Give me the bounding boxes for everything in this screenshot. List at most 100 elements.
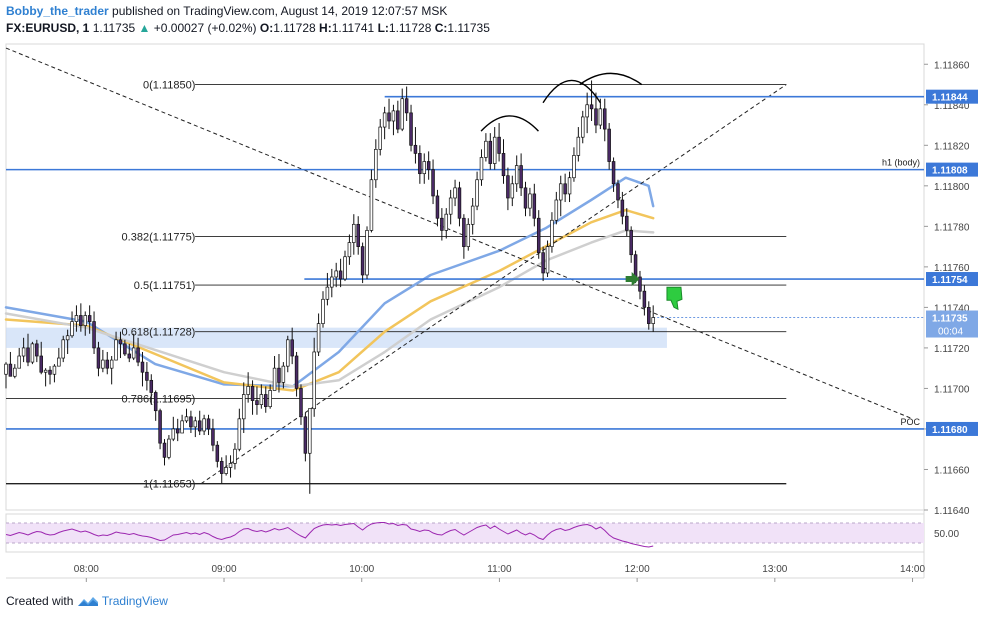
candle-body: [625, 215, 629, 231]
candle-body: [572, 155, 576, 179]
candle-body: [228, 463, 233, 468]
candle-body: [382, 112, 387, 128]
candle-body: [74, 315, 79, 322]
open-label: O:: [259, 21, 274, 35]
author-name[interactable]: Bobby_the_trader: [6, 4, 109, 18]
candle-body: [589, 104, 594, 110]
candle-body: [105, 359, 110, 369]
ohlc-high: H:1.11741: [319, 21, 374, 35]
candle-body: [413, 144, 418, 154]
candle-body: [352, 223, 356, 243]
fib-level-label: 0.618(1.11728): [122, 327, 196, 339]
candle-body: [426, 161, 431, 170]
candle-body: [294, 355, 299, 389]
candle-body: [440, 217, 444, 231]
candle-body: [48, 369, 52, 375]
candle-body: [70, 321, 74, 337]
candle-body: [466, 223, 471, 247]
time-tick-label: 08:00: [74, 564, 99, 575]
candle-body: [497, 136, 501, 154]
candle-body: [87, 315, 92, 322]
candle-body: [620, 199, 625, 217]
candle-body: [330, 276, 334, 288]
candle-body: [422, 161, 427, 175]
candle-body: [444, 213, 449, 231]
price-label-tag: [926, 162, 978, 177]
fib-level-label: 0.382(1.11775): [122, 231, 196, 243]
candle-body: [642, 290, 647, 308]
candle-body: [65, 335, 70, 341]
candle-body: [206, 418, 211, 430]
candle-body: [545, 246, 550, 274]
candle-body: [325, 286, 330, 300]
publish-info: published on TradingView.com, August 14,…: [112, 4, 448, 18]
candle-body: [519, 165, 523, 189]
candle-body: [281, 365, 286, 383]
candle-body: [13, 367, 17, 377]
candle-body: [607, 128, 611, 162]
rsi-axis-label: 50.00: [934, 529, 959, 540]
candle-body: [259, 394, 264, 405]
candle-body: [96, 347, 101, 369]
candle-body: [246, 386, 250, 395]
candle-body: [61, 339, 65, 359]
price-tick-label: 1.11660: [934, 465, 970, 476]
candle-body: [334, 270, 338, 278]
head-arc: [542, 79, 601, 104]
candle-body: [145, 371, 149, 381]
candle-body: [171, 428, 176, 440]
candle-body: [563, 183, 567, 195]
candle-body: [17, 355, 21, 369]
ma_slow-line: [4, 229, 655, 388]
last-price: 1.11735: [92, 21, 136, 35]
candle-body: [356, 223, 360, 247]
created-with-text: Created with: [6, 594, 74, 608]
candle-body: [277, 367, 281, 383]
candle-body: [290, 339, 294, 357]
tradingview-link[interactable]: TradingView: [101, 594, 168, 608]
support-zone: [6, 327, 667, 348]
candle-body: [26, 347, 30, 363]
candle-body: [580, 116, 585, 138]
ma_mid-line: [4, 208, 655, 392]
tradingview-logo-icon[interactable]: [77, 594, 99, 608]
up-arrow-icon: ▲: [138, 21, 151, 35]
time-tick-label: 12:00: [625, 564, 650, 575]
fib-level-label: 0.786(1.11695): [122, 394, 196, 406]
candle-body: [241, 394, 246, 420]
footer: Created with TradingView: [6, 593, 168, 609]
candle-body: [8, 363, 13, 377]
candle-body: [365, 230, 369, 276]
candle-body: [378, 126, 382, 150]
candle-body: [506, 175, 510, 199]
candle-body: [114, 339, 118, 361]
ma_fast-line: [4, 176, 655, 388]
trendline: [5, 47, 913, 420]
candle-body: [448, 197, 453, 215]
candle-body: [264, 394, 268, 408]
price-tick-label: 1.11800: [934, 182, 970, 193]
candle-body: [360, 246, 365, 276]
time-tick-label: 13:00: [762, 564, 787, 575]
candle-body: [633, 254, 638, 278]
candle-body: [475, 179, 479, 207]
price-pane-border: [5, 43, 925, 511]
candle-body: [594, 108, 598, 126]
candle-body: [233, 448, 237, 464]
price-tick-label: 1.11720: [934, 344, 970, 355]
candle-body: [52, 365, 57, 375]
candle-body: [651, 317, 655, 324]
candle-body: [237, 418, 242, 450]
candle-body: [479, 157, 484, 181]
candle-body: [83, 315, 87, 326]
candle-body: [611, 161, 616, 185]
candle-body: [616, 183, 620, 201]
candle-body: [21, 347, 26, 357]
candle-body: [541, 252, 545, 274]
time-tick-label: 14:00: [900, 564, 925, 575]
publish-line: Bobby_the_trader published on TradingVie…: [6, 3, 976, 20]
candle-body: [567, 177, 572, 195]
high-value: 1.11741: [331, 21, 375, 35]
price-label-text: 1.11754: [932, 275, 968, 286]
